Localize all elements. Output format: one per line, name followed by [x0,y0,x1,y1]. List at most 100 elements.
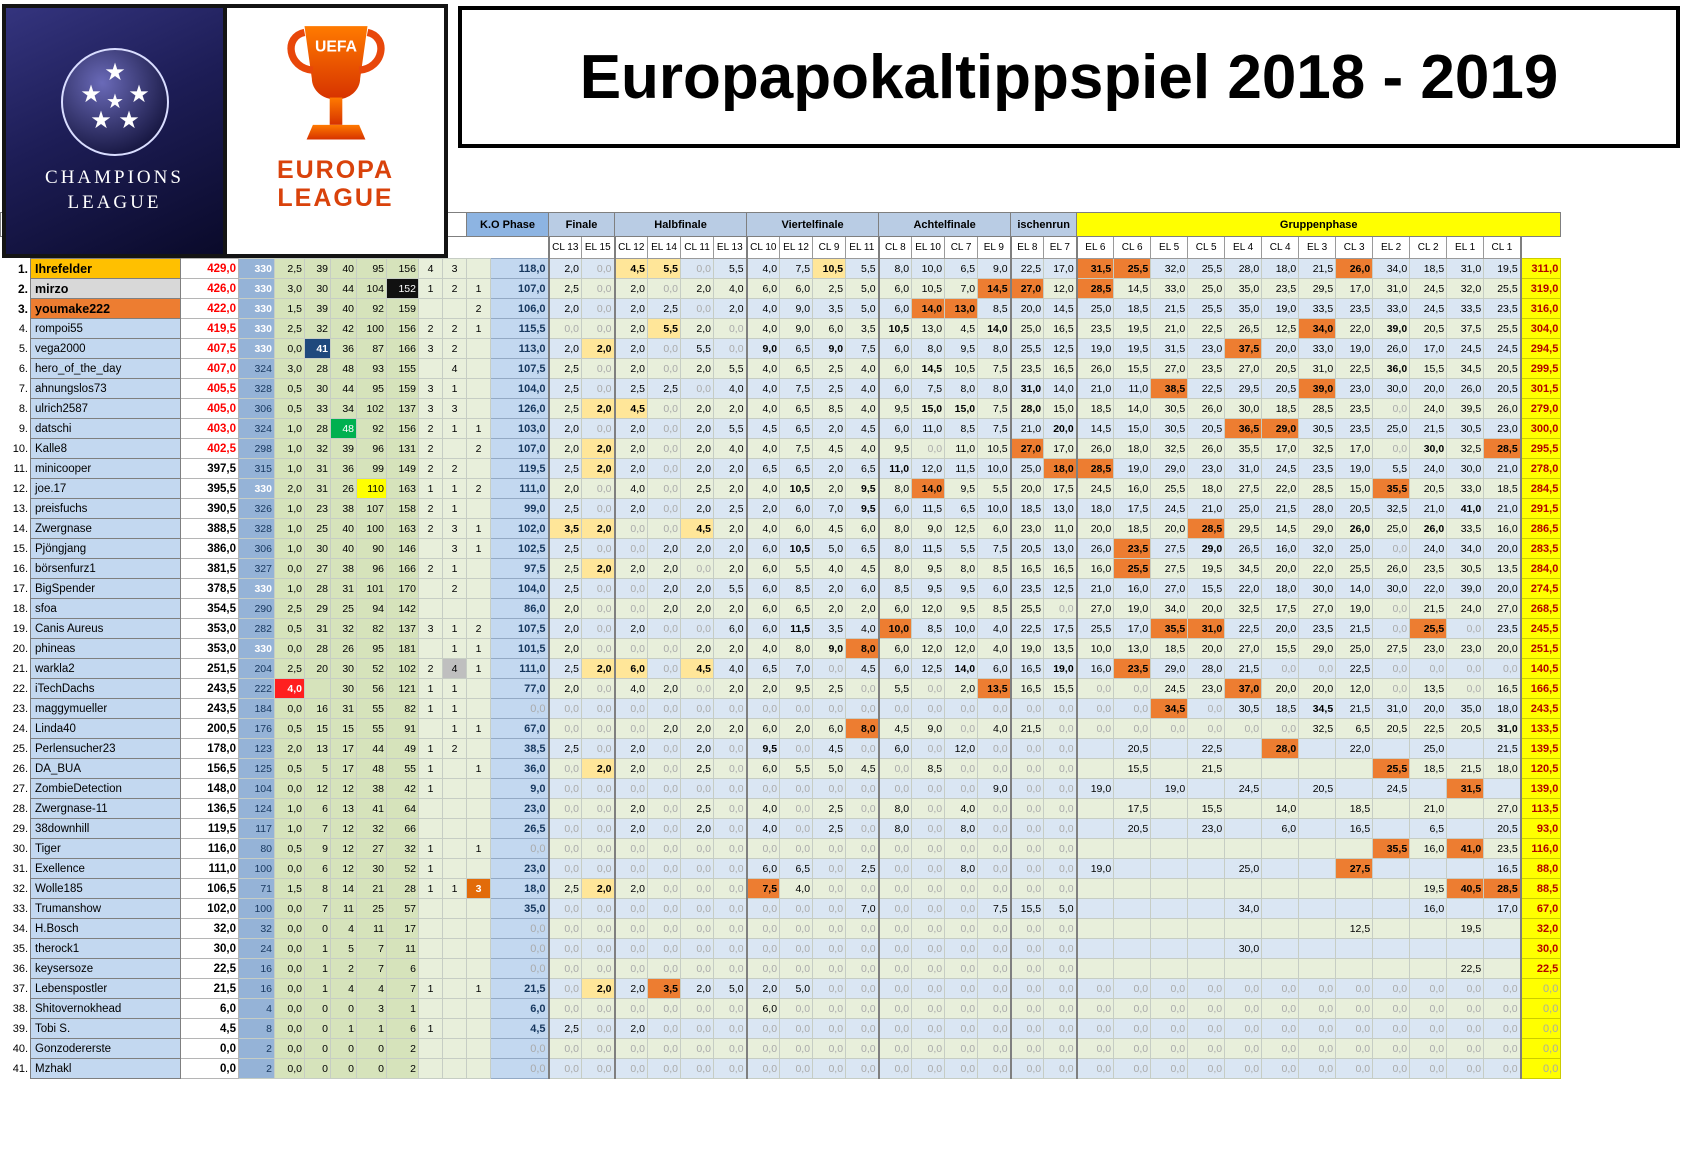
round-points-cell[interactable]: 0,0 [845,678,880,699]
group-points-cell[interactable]: 23,5 [1409,558,1448,579]
bonus-cell[interactable] [466,918,492,939]
group-points-cell[interactable] [1261,918,1300,939]
round-points-cell[interactable]: 0,0 [713,1018,748,1039]
stat-cell[interactable]: 1 [304,958,331,979]
round-points-cell[interactable]: 6,0 [613,658,649,679]
round-points-cell[interactable]: 0,0 [944,1058,979,1079]
round-points-cell[interactable]: 5,5 [713,578,748,599]
round-points-cell[interactable]: 2,5 [547,738,583,759]
round-points-cell[interactable]: 8,5 [944,418,979,439]
round-points-cell[interactable]: 6,5 [779,858,814,879]
round-points-cell[interactable]: 4,0 [845,438,880,459]
bonus-cell[interactable] [418,538,443,559]
bonus-cell[interactable] [466,458,492,479]
round-points-cell[interactable]: 2,0 [680,398,715,419]
player-name-cell[interactable]: mirzo [30,278,181,299]
round-points-cell[interactable]: 6,0 [877,598,913,619]
group-points-cell[interactable] [1446,818,1485,839]
bonus-cell[interactable] [441,978,468,999]
round-points-cell[interactable]: 8,0 [944,858,979,879]
round-points-cell[interactable]: 5,5 [779,758,814,779]
round-points-cell[interactable]: 7,0 [845,898,880,919]
stat-cell[interactable]: 64 [386,798,419,819]
round-points-cell[interactable]: 0,0 [812,998,847,1019]
round-points-cell[interactable]: 0,0 [680,918,715,939]
bonus-cell[interactable] [418,718,443,739]
round-points-cell[interactable]: 2,0 [680,818,715,839]
stat-cell[interactable]: 44 [330,378,357,399]
round-points-cell[interactable]: 4,0 [977,638,1012,659]
rank-cell[interactable]: 41. [0,1058,31,1079]
stat-cell[interactable]: 32 [304,438,331,459]
stat-cell[interactable]: 0,0 [274,698,305,719]
group-total-cell[interactable]: 274,5 [1519,578,1562,599]
round-points-cell[interactable]: 2,5 [547,878,583,899]
stat-cell[interactable]: 152 [386,278,419,299]
bonus-cell[interactable] [441,958,468,979]
round-points-cell[interactable]: 9,5 [944,338,979,359]
stat-cell[interactable]: 0,5 [274,618,305,639]
round-points-cell[interactable]: 9,0 [911,718,946,739]
player-name-cell[interactable]: joe.17 [30,478,181,499]
group-total-cell[interactable]: 116,0 [1519,838,1562,859]
round-points-cell[interactable]: 4,5 [680,658,715,679]
player-name-cell[interactable]: Shitovernokhead [30,998,181,1019]
group-points-cell[interactable]: 0,0 [1187,978,1226,999]
round-points-cell[interactable]: 0,0 [680,938,715,959]
round-points-cell[interactable]: 7,5 [911,378,946,399]
round-points-cell[interactable]: 0,0 [745,938,781,959]
ko-phase-total-cell[interactable]: 0,0 [490,1058,550,1079]
stat-cell[interactable]: 87 [356,338,387,359]
group-points-cell[interactable]: 0,0 [1075,1018,1115,1039]
round-points-cell[interactable]: 14,0 [1043,378,1078,399]
round-points-cell[interactable]: 20,0 [1009,298,1045,319]
group-points-cell[interactable]: 0,0 [1187,1038,1226,1059]
group-points-cell[interactable]: 14,0 [1335,578,1374,599]
total-points-cell[interactable]: 397,5 [180,458,239,479]
group-points-cell[interactable] [1150,798,1189,819]
stat-cell[interactable]: 13 [304,738,331,759]
group-points-cell[interactable] [1372,938,1411,959]
round-points-cell[interactable]: 0,0 [877,778,913,799]
round-points-cell[interactable]: 0,0 [977,958,1012,979]
round-points-cell[interactable]: 19,0 [1043,658,1078,679]
rank-cell[interactable]: 22. [0,678,31,699]
stat-cell[interactable]: 13 [330,798,357,819]
round-points-cell[interactable]: 0,0 [713,878,748,899]
tips-count-cell[interactable]: 282 [238,618,275,639]
group-points-cell[interactable]: 28,0 [1298,498,1337,519]
round-points-cell[interactable]: 6,0 [745,558,781,579]
round-points-cell[interactable]: 8,5 [812,398,847,419]
stat-cell[interactable]: 29 [304,598,331,619]
round-points-cell[interactable]: 2,5 [680,798,715,819]
round-points-cell[interactable]: 2,5 [812,358,847,379]
round-points-cell[interactable]: 0,0 [779,1058,814,1079]
total-points-cell[interactable]: 243,5 [180,678,239,699]
group-points-cell[interactable]: 17,5 [1113,798,1152,819]
round-points-cell[interactable]: 0,0 [779,1038,814,1059]
stat-cell[interactable]: 181 [386,638,419,659]
round-points-cell[interactable]: 0,0 [812,858,847,879]
stat-cell[interactable]: 92 [356,298,387,319]
bonus-cell[interactable]: 3 [466,878,492,899]
total-points-cell[interactable]: 119,5 [180,818,239,839]
round-points-cell[interactable]: 11,0 [911,418,946,439]
group-points-cell[interactable]: 20,5 [1113,738,1152,759]
rank-cell[interactable]: 33. [0,898,31,919]
round-points-cell[interactable]: 0,0 [613,718,649,739]
round-points-cell[interactable]: 9,5 [911,578,946,599]
round-points-cell[interactable]: 0,0 [713,738,748,759]
group-points-cell[interactable]: 31,5 [1446,778,1485,799]
group-points-cell[interactable]: 30,5 [1224,698,1263,719]
tips-count-cell[interactable]: 125 [238,758,275,779]
round-points-cell[interactable]: 0,0 [547,1038,583,1059]
ko-phase-total-cell[interactable]: 115,5 [490,318,550,339]
group-points-cell[interactable]: 29,0 [1298,638,1337,659]
stat-cell[interactable]: 0,5 [274,758,305,779]
player-name-cell[interactable]: Exellence [30,858,181,879]
bonus-cell[interactable]: 1 [418,778,443,799]
stat-cell[interactable]: 95 [356,638,387,659]
round-points-cell[interactable]: 0,0 [1009,1058,1045,1079]
round-points-cell[interactable]: 0,0 [877,1018,913,1039]
round-points-cell[interactable]: 7,5 [779,258,814,279]
